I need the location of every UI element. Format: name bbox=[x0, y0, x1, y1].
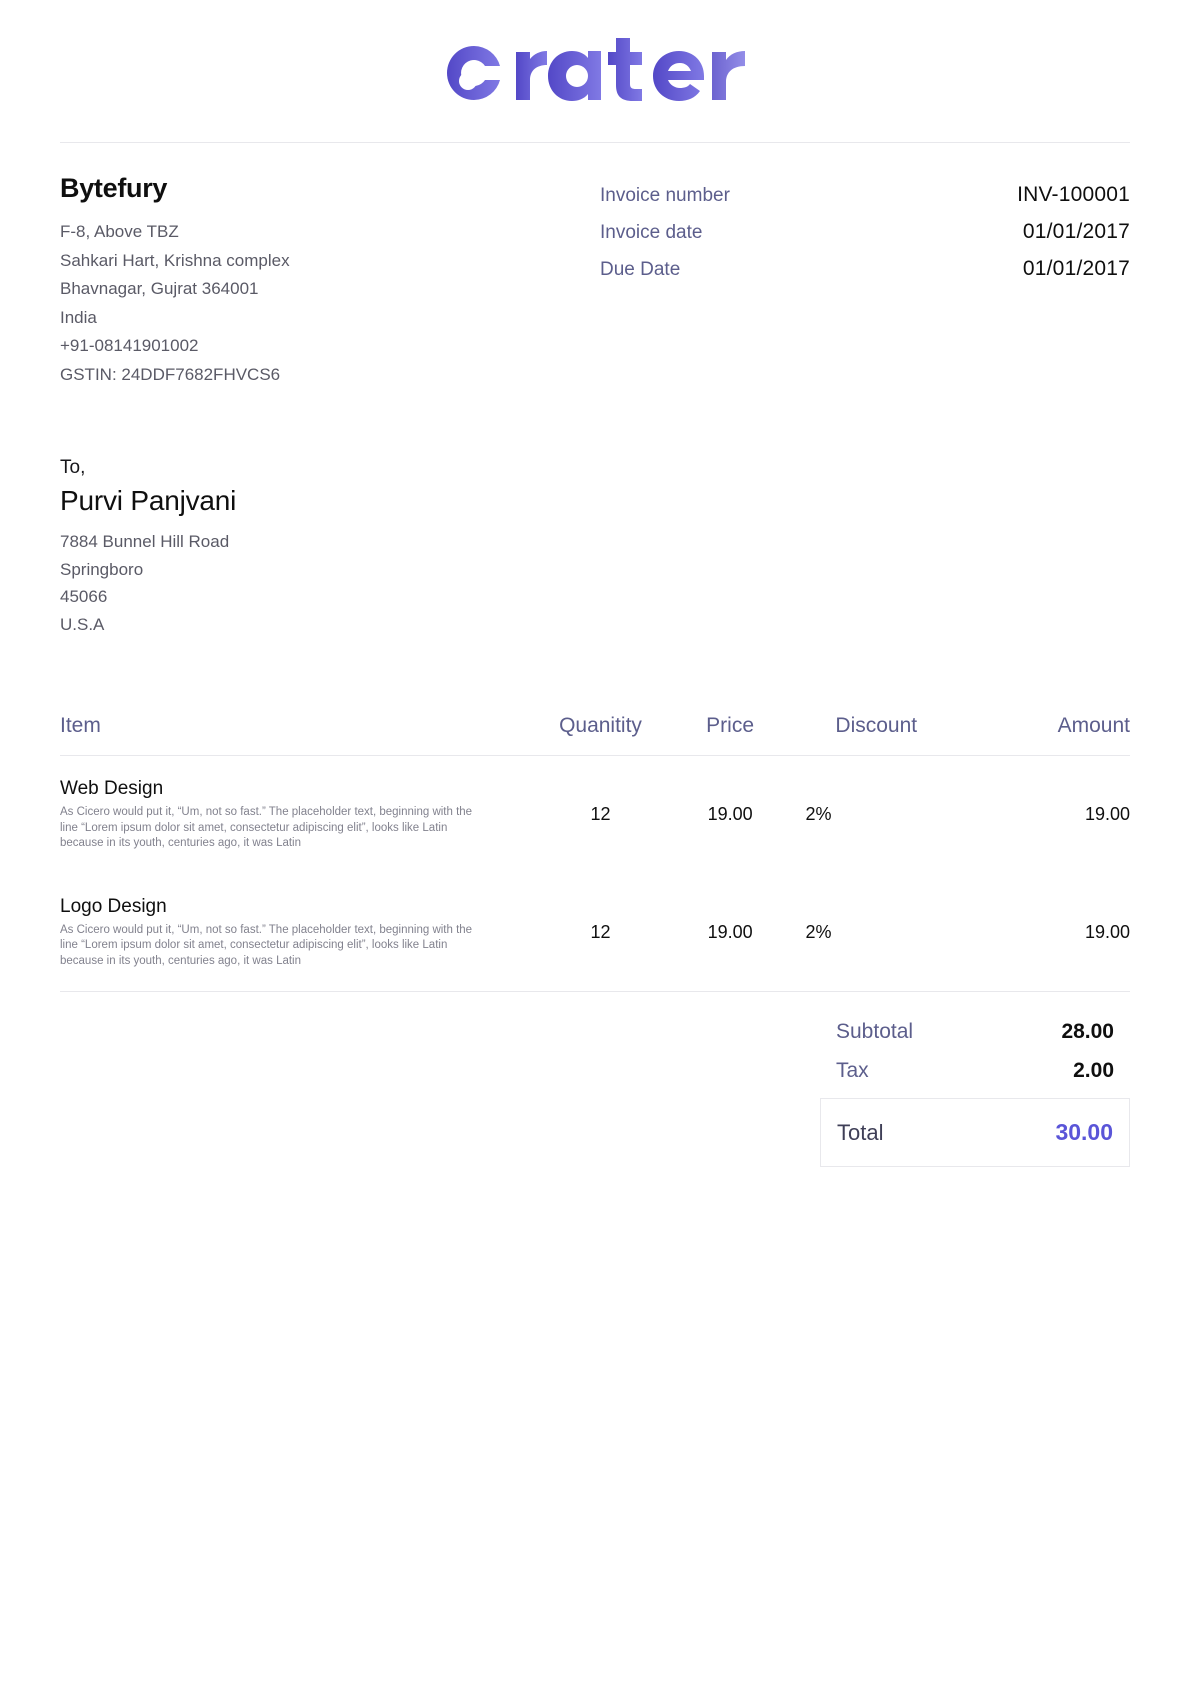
totals-section: Subtotal 28.00 Tax 2.00 Total 30.00 bbox=[0, 992, 1190, 1167]
company-address-line: Sahkari Hart, Krishna complex bbox=[60, 250, 290, 270]
company-address-line: Bhavnagar, Gujrat 364001 bbox=[60, 279, 259, 298]
subtotal-value: 28.00 bbox=[1061, 1020, 1114, 1043]
item-discount: 2% bbox=[805, 804, 832, 825]
items-table-divider bbox=[60, 991, 1130, 992]
column-header-discount: Discount bbox=[793, 714, 959, 756]
table-row: Logo Design As Cicero would put it, “Um,… bbox=[60, 874, 1130, 992]
bill-to-label: To, bbox=[60, 457, 86, 478]
bill-to-address-line: 7884 Bunnel Hill Road bbox=[60, 532, 230, 551]
items-table-wrap: Item Quanitity Price Discount Amount Web… bbox=[0, 638, 1190, 991]
invoice-header: Bytefury F-8, Above TBZ Sahkari Hart, Kr… bbox=[0, 143, 1190, 389]
crater-logo-icon bbox=[447, 38, 745, 101]
company-gstin: GSTIN: 24DDF7682FHVCS6 bbox=[60, 364, 281, 384]
bill-to-address-line: 45066 bbox=[60, 587, 108, 606]
invoice-number-value: INV-100001 bbox=[1017, 183, 1130, 206]
item-name: Web Design bbox=[60, 778, 164, 799]
item-price: 19.00 bbox=[707, 804, 753, 825]
item-discount: 2% bbox=[805, 921, 832, 942]
bill-to-block: To, Purvi Panjvani 7884 Bunnel Hill Road… bbox=[0, 389, 1190, 638]
invoice-number-row: Invoice number INV-100001 bbox=[600, 183, 1130, 207]
due-date-row: Due Date 01/01/2017 bbox=[600, 257, 1130, 281]
company-block: Bytefury F-8, Above TBZ Sahkari Hart, Kr… bbox=[60, 173, 600, 389]
item-cell: Web Design As Cicero would put it, “Um, … bbox=[60, 756, 534, 874]
item-description: As Cicero would put it, “Um, not so fast… bbox=[60, 923, 473, 967]
item-description: As Cicero would put it, “Um, not so fast… bbox=[60, 806, 473, 849]
column-header-quantity: Quanitity bbox=[534, 714, 667, 756]
bill-to-name: Purvi Panjvani bbox=[60, 485, 237, 516]
item-quantity: 12 bbox=[590, 921, 611, 942]
item-name: Logo Design bbox=[60, 895, 167, 917]
invoice-meta-block: Invoice number INV-100001 Invoice date 0… bbox=[600, 173, 1130, 294]
company-name: Bytefury bbox=[60, 173, 168, 203]
item-amount: 19.00 bbox=[1084, 804, 1130, 825]
invoice-date-label: Invoice date bbox=[600, 222, 703, 243]
invoice-number-label: Invoice number bbox=[600, 185, 730, 206]
grand-total-label: Total bbox=[837, 1119, 884, 1145]
tax-value: 2.00 bbox=[1073, 1059, 1114, 1082]
due-date-label: Due Date bbox=[600, 259, 681, 280]
invoice-date-row: Invoice date 01/01/2017 bbox=[600, 220, 1130, 244]
item-cell: Logo Design As Cicero would put it, “Um,… bbox=[60, 874, 534, 992]
items-table-head: Item Quanitity Price Discount Amount bbox=[60, 714, 1130, 756]
header-divider bbox=[60, 142, 1130, 143]
bill-to-address-line: Springboro bbox=[60, 559, 144, 579]
column-header-amount: Amount bbox=[958, 714, 1130, 756]
subtotal-label: Subtotal bbox=[836, 1020, 914, 1043]
tax-row: Tax 2.00 bbox=[820, 1059, 1130, 1083]
subtotal-row: Subtotal 28.00 bbox=[820, 1020, 1130, 1044]
bill-to-address-line: U.S.A bbox=[60, 614, 105, 634]
table-row: Web Design As Cicero would put it, “Um, … bbox=[60, 756, 1130, 874]
company-address-line: India bbox=[60, 307, 97, 327]
brand-logo bbox=[0, 0, 1190, 142]
item-amount: 19.00 bbox=[1084, 921, 1130, 942]
items-table: Item Quanitity Price Discount Amount Web… bbox=[60, 714, 1130, 991]
totals-block: Subtotal 28.00 Tax 2.00 Total 30.00 bbox=[820, 1020, 1130, 1167]
company-address-line: F-8, Above TBZ bbox=[60, 222, 179, 241]
column-header-price: Price bbox=[666, 714, 794, 756]
company-phone: +91-08141901002 bbox=[60, 336, 199, 355]
grand-total-value: 30.00 bbox=[1055, 1119, 1113, 1145]
grand-total-row: Total 30.00 bbox=[820, 1098, 1130, 1167]
column-header-item: Item bbox=[60, 714, 535, 756]
items-table-body: Web Design As Cicero would put it, “Um, … bbox=[60, 756, 1130, 992]
invoice-date-value: 01/01/2017 bbox=[1022, 220, 1130, 243]
due-date-value: 01/01/2017 bbox=[1022, 257, 1130, 280]
tax-label: Tax bbox=[836, 1059, 869, 1082]
item-price: 19.00 bbox=[707, 921, 753, 942]
items-header-row: Item Quanitity Price Discount Amount bbox=[60, 714, 1130, 756]
item-quantity: 12 bbox=[590, 804, 611, 825]
